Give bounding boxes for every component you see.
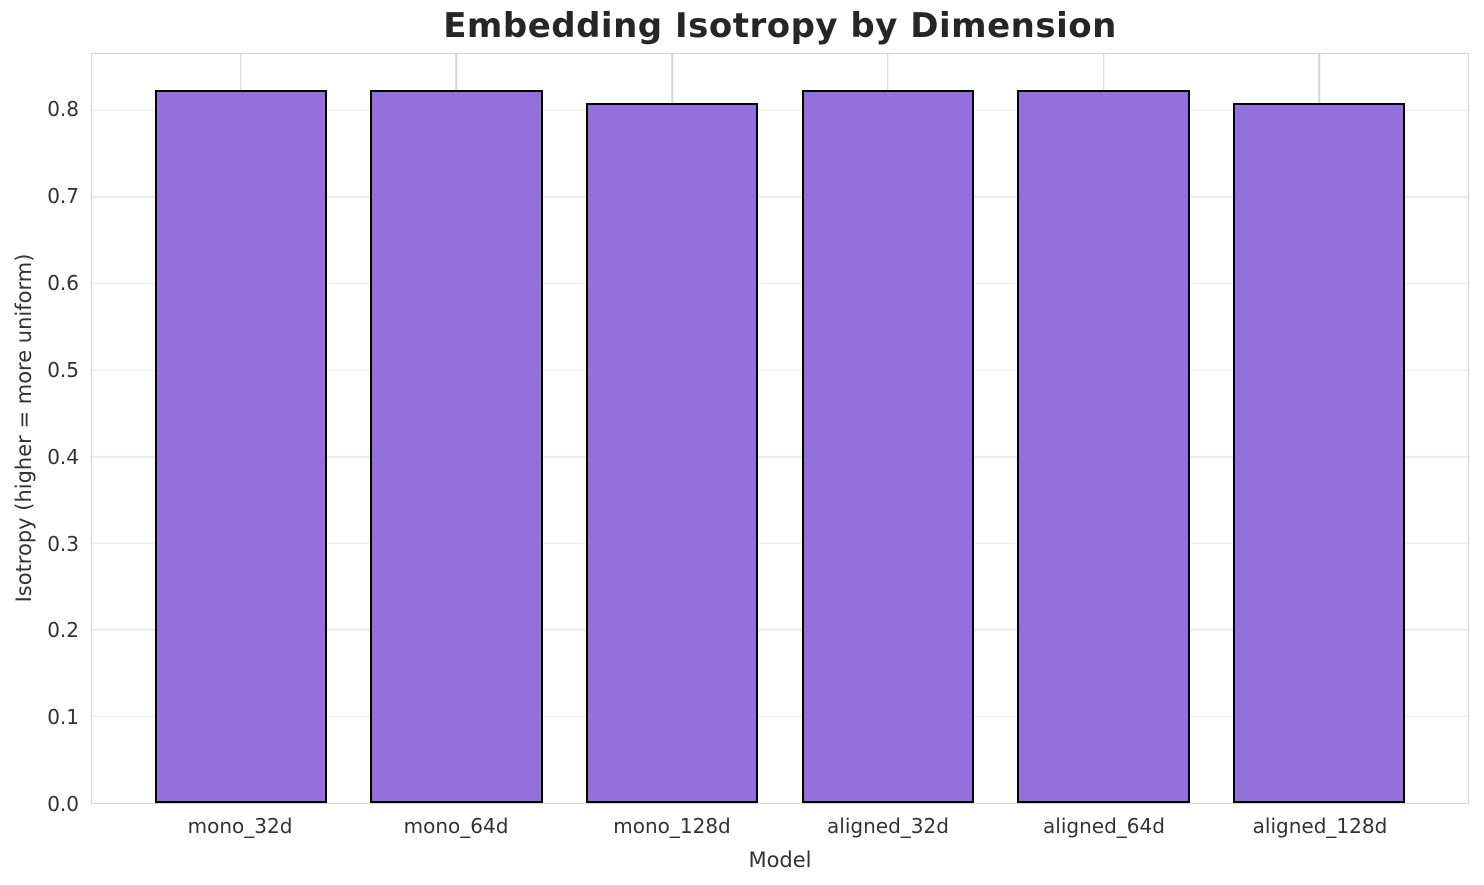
bar-aligned_128d	[1232, 102, 1406, 803]
y-tick-label: 0.3	[47, 531, 79, 556]
x-tick-label: mono_32d	[187, 814, 293, 838]
horizontal-gridline	[92, 109, 1468, 112]
y-tick-label: 0.2	[47, 618, 79, 643]
bar-aligned_32d	[801, 90, 975, 803]
bar-mono_64d	[370, 90, 543, 803]
x-tick-label: mono_64d	[403, 814, 509, 838]
x-tick-label: aligned_32d	[827, 814, 949, 838]
bar-aligned_64d	[1017, 90, 1190, 803]
y-tick-label: 0.7	[47, 184, 79, 209]
chart-title: Embedding Isotropy by Dimension	[443, 6, 1117, 46]
bar-mono_32d	[154, 90, 328, 803]
y-tick-label: 0.6	[47, 271, 79, 296]
horizontal-gridline	[92, 369, 1468, 371]
horizontal-gridline	[92, 542, 1468, 544]
x-axis-label: Model	[748, 848, 812, 872]
y-tick-label: 0.5	[47, 357, 79, 382]
x-tick-label: aligned_64d	[1043, 814, 1165, 838]
y-tick-rail: 0.0 0.1 0.2 0.3 0.4 0.5 0.6 0.7 0.8	[0, 53, 79, 814]
x-tick-rail: mono_32d mono_64d mono_128d aligned_32d alig…	[91, 814, 1469, 842]
y-tick-label: 0.8	[47, 97, 79, 122]
x-tick-label: mono_128d	[613, 814, 731, 838]
plot-area	[91, 53, 1469, 804]
y-tick-label: 0.0	[47, 792, 79, 816]
y-tick-label: 0.1	[47, 705, 79, 730]
horizontal-gridline	[92, 715, 1468, 718]
y-tick-label: 0.4	[47, 444, 79, 469]
horizontal-gridline	[92, 455, 1468, 458]
x-tick-label: aligned_128d	[1252, 814, 1388, 838]
horizontal-gridline	[92, 196, 1468, 198]
bar-mono_128d	[585, 102, 759, 803]
horizontal-gridline	[92, 629, 1468, 631]
horizontal-gridline	[92, 282, 1468, 285]
